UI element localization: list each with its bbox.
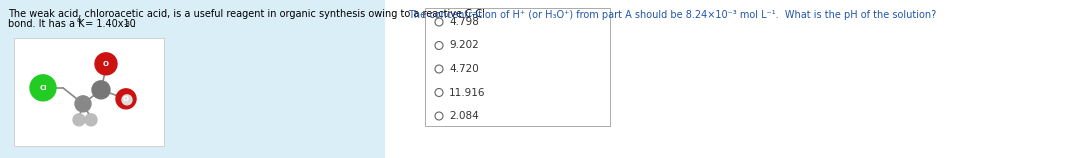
Circle shape (75, 96, 91, 112)
Text: O: O (103, 61, 109, 67)
Text: = 1.40x10: = 1.40x10 (82, 19, 136, 29)
Circle shape (435, 65, 443, 73)
Text: 9.202: 9.202 (449, 40, 479, 51)
Circle shape (116, 89, 136, 109)
Text: 4.720: 4.720 (449, 64, 479, 74)
Circle shape (30, 75, 56, 101)
FancyBboxPatch shape (425, 8, 610, 126)
Circle shape (122, 95, 132, 105)
Text: 11.916: 11.916 (449, 88, 485, 97)
Circle shape (95, 53, 117, 75)
Text: The concentration of H⁺ (or H₃O⁺) from part A should be 8.24×10⁻³ mol L⁻¹.  What: The concentration of H⁺ (or H₃O⁺) from p… (408, 10, 936, 20)
Text: .: . (133, 19, 136, 29)
Text: O: O (123, 96, 129, 102)
Circle shape (92, 81, 110, 99)
Text: -3: -3 (124, 21, 131, 27)
Text: Cl: Cl (40, 85, 47, 91)
Circle shape (435, 112, 443, 120)
Text: 2.084: 2.084 (449, 111, 479, 121)
Text: 4.798: 4.798 (449, 17, 479, 27)
Circle shape (85, 114, 97, 126)
Circle shape (435, 18, 443, 26)
Circle shape (435, 88, 443, 97)
Text: a: a (77, 17, 81, 23)
FancyBboxPatch shape (384, 0, 1071, 158)
FancyBboxPatch shape (14, 38, 164, 146)
FancyBboxPatch shape (0, 0, 384, 158)
Circle shape (73, 114, 85, 126)
Circle shape (435, 42, 443, 49)
Text: The weak acid, chloroacetic acid, is a useful reagent in organic synthesis owing: The weak acid, chloroacetic acid, is a u… (7, 9, 485, 19)
Text: bond. It has a K: bond. It has a K (7, 19, 85, 29)
